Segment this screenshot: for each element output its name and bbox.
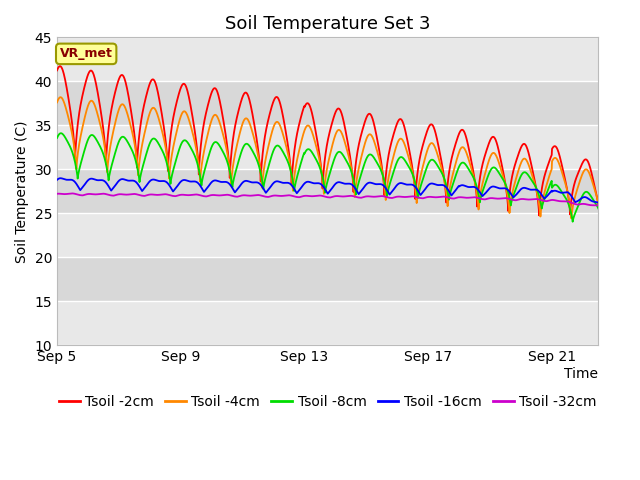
- Text: VR_met: VR_met: [60, 48, 113, 60]
- Legend: Tsoil -2cm, Tsoil -4cm, Tsoil -8cm, Tsoil -16cm, Tsoil -32cm: Tsoil -2cm, Tsoil -4cm, Tsoil -8cm, Tsoi…: [53, 389, 602, 414]
- Text: Time: Time: [564, 367, 598, 381]
- Bar: [57, 214, 598, 257]
- Y-axis label: Soil Temperature (C): Soil Temperature (C): [15, 120, 29, 263]
- Bar: [57, 37, 598, 81]
- Bar: [57, 125, 598, 169]
- Bar: [57, 257, 598, 301]
- Title: Soil Temperature Set 3: Soil Temperature Set 3: [225, 15, 431, 33]
- Bar: [57, 301, 598, 346]
- Bar: [57, 81, 598, 125]
- Bar: [57, 169, 598, 214]
